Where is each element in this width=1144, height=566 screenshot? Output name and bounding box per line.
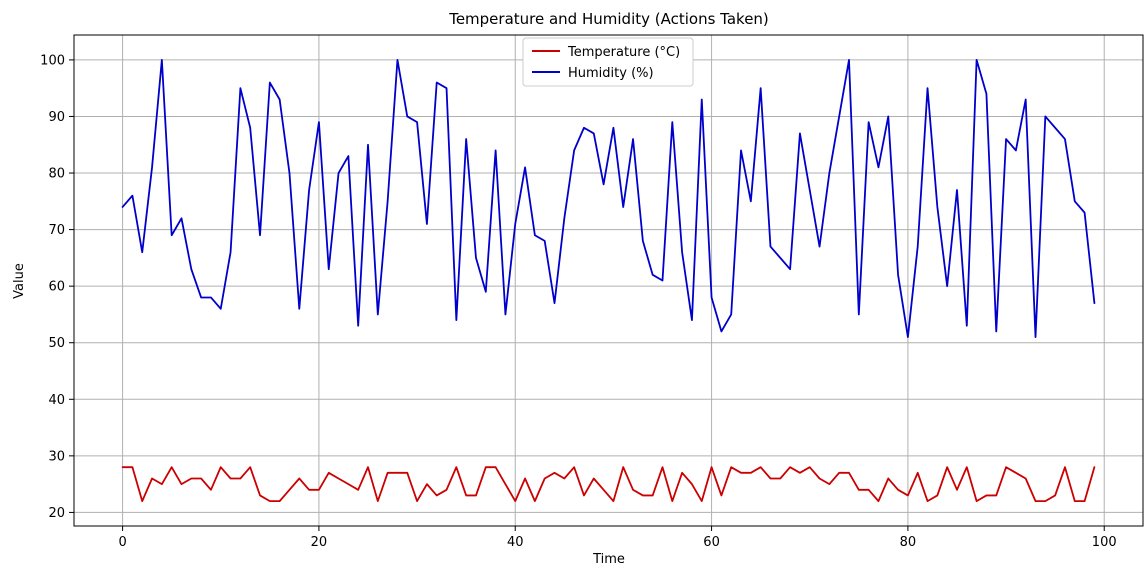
- x-tick-label: 40: [507, 535, 524, 550]
- y-tick-label: 100: [40, 53, 65, 68]
- x-tick-label: 60: [703, 535, 720, 550]
- series-lines: [121, 58, 1096, 503]
- y-tick-label: 50: [48, 336, 65, 351]
- y-axis-label: Value: [12, 263, 27, 299]
- y-axis-ticks: 20 30 40 50 60 70 80 90 100: [40, 53, 74, 521]
- x-tick-label: 0: [118, 535, 126, 550]
- legend-box: [522, 37, 694, 87]
- x-axis-label: Time: [592, 552, 625, 566]
- plot-frame: [73, 34, 1144, 527]
- legend: Temperature (°C) Humidity (%): [522, 37, 694, 87]
- legend-label-humidity: Humidity (%): [568, 66, 654, 81]
- y-tick-label: 30: [48, 449, 65, 464]
- legend-label-temperature: Temperature (°C): [567, 45, 680, 60]
- chart-title: Temperature and Humidity (Actions Taken): [448, 10, 769, 28]
- x-tick-label: 80: [900, 535, 917, 550]
- x-axis-ticks: 0 20 40 60 80 100: [118, 526, 1117, 550]
- x-tick-label: 20: [311, 535, 328, 550]
- series-line-humidity: [121, 58, 1096, 338]
- y-tick-label: 90: [48, 110, 65, 125]
- y-tick-label: 70: [48, 223, 65, 238]
- y-tick-label: 60: [48, 280, 65, 295]
- y-tick-label: 40: [48, 393, 65, 408]
- y-tick-label: 80: [48, 167, 65, 182]
- y-tick-label: 20: [48, 506, 65, 521]
- series-line-temperature: [121, 466, 1096, 503]
- x-tick-label: 100: [1092, 535, 1117, 550]
